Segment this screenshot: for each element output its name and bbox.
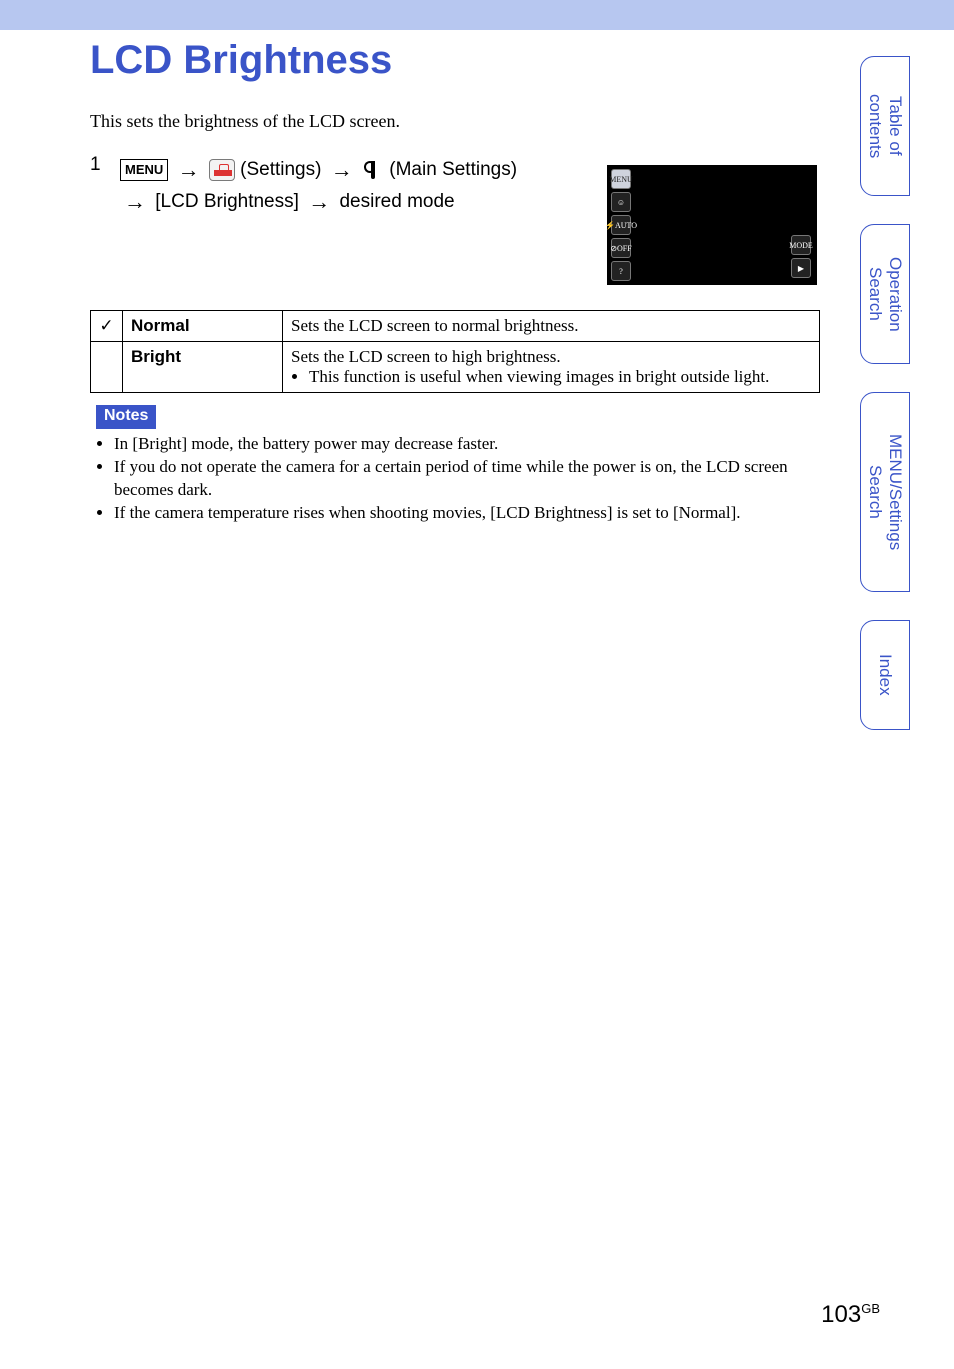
- main-settings-label: (Main Settings): [389, 159, 517, 180]
- row-check: [91, 342, 123, 393]
- camera-lcd-screenshot: MENU ☺ ⚡AUTO ⊘OFF ? MODE ▶: [607, 165, 817, 285]
- page-title: LCD Brightness: [90, 38, 820, 83]
- note-item: If the camera temperature rises when sho…: [114, 502, 796, 525]
- menu-icon: MENU: [120, 159, 168, 182]
- page-number: 103GB: [821, 1301, 880, 1329]
- lcd-icon-play: ▶: [791, 258, 811, 278]
- lcd-icon-flash: ⚡AUTO: [611, 215, 631, 235]
- toolbox-icon: [209, 159, 235, 181]
- row-desc-text: Sets the LCD screen to high brightness.: [291, 347, 561, 366]
- arrow-icon: →: [120, 189, 150, 214]
- step-body: MENU → (Settings) → (Main Settings) → [L…: [120, 154, 600, 218]
- row-desc: Sets the LCD screen to normal brightness…: [283, 311, 820, 342]
- main-settings-icon: [362, 159, 384, 181]
- arrow-icon: →: [174, 157, 204, 182]
- options-table: ✓ Normal Sets the LCD screen to normal b…: [90, 310, 820, 393]
- row-name: Bright: [123, 342, 283, 393]
- intro-text: This sets the brightness of the LCD scre…: [90, 111, 820, 132]
- tab-operation-search[interactable]: Operation Search: [860, 224, 910, 364]
- tab-menu-settings-search[interactable]: MENU/Settings Search: [860, 392, 910, 592]
- tab-index[interactable]: Index: [860, 620, 910, 730]
- step-number: 1: [90, 154, 120, 176]
- step-line2: [LCD Brightness]: [155, 191, 299, 212]
- row-bullet: This function is useful when viewing ima…: [309, 367, 811, 387]
- row-name: Normal: [123, 311, 283, 342]
- lcd-icon-help: ?: [611, 261, 631, 281]
- page-number-value: 103: [821, 1301, 861, 1328]
- row-desc: Sets the LCD screen to high brightness. …: [283, 342, 820, 393]
- lcd-icon-timer: ⊘OFF: [611, 238, 631, 258]
- top-accent-bar: [0, 0, 954, 30]
- row-check: ✓: [91, 311, 123, 342]
- lcd-icon-mode: MODE: [791, 235, 811, 255]
- step-line2-tail: desired mode: [339, 191, 454, 212]
- table-row: ✓ Normal Sets the LCD screen to normal b…: [91, 311, 820, 342]
- note-item: If you do not operate the camera for a c…: [114, 456, 796, 502]
- table-row: Bright Sets the LCD screen to high brigh…: [91, 342, 820, 393]
- note-item: In [Bright] mode, the battery power may …: [114, 433, 796, 456]
- arrow-icon: →: [327, 157, 357, 182]
- notes-section: Notes In [Bright] mode, the battery powe…: [96, 405, 796, 525]
- lcd-icon-smile: ☺: [611, 192, 631, 212]
- lcd-icon-menu: MENU: [611, 169, 631, 189]
- tab-toc[interactable]: Table of contents: [860, 56, 910, 196]
- notes-label: Notes: [96, 405, 156, 429]
- arrow-icon: →: [304, 189, 334, 214]
- page-number-suffix: GB: [861, 1301, 880, 1316]
- side-tabs: Table of contents Operation Search MENU/…: [860, 56, 910, 758]
- settings-label: (Settings): [240, 159, 321, 180]
